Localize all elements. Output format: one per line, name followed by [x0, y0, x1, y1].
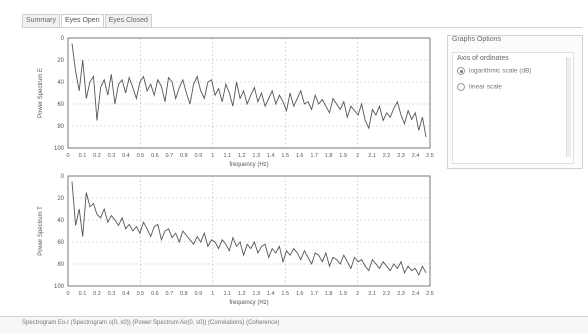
x-tick-label: 2.4 — [412, 153, 420, 159]
x-tick-label: 2.5 — [426, 291, 434, 297]
x-tick-label: 2.1 — [368, 153, 376, 159]
x-tick-label: 1.2 — [238, 153, 246, 159]
x-tick-label: 1.4 — [267, 153, 275, 159]
x-tick-label: 0.9 — [194, 291, 202, 297]
axis-ordinates-group: Axis of ordinates logarithmic scale (dB)… — [452, 52, 574, 164]
x-tick-label: 0.7 — [166, 153, 174, 159]
options-scrollbar[interactable] — [566, 57, 571, 157]
x-tick-label: 0.4 — [122, 153, 130, 159]
y-tick-label: 20 — [57, 196, 64, 202]
linear-scale-label: linear scale — [469, 83, 502, 91]
x-tick-label: 1.8 — [325, 291, 333, 297]
y-tick-label: 60 — [57, 240, 64, 246]
x-tick-label: 0.8 — [180, 291, 188, 297]
tab-divider — [22, 27, 582, 28]
y-tick-label: 20 — [57, 58, 64, 64]
axis-ordinates-label: Axis of ordinates — [457, 55, 509, 62]
x-tick-label: 0.8 — [180, 153, 188, 159]
tab-summary[interactable]: Summary — [22, 14, 60, 28]
x-tick-label: 1.5 — [281, 153, 289, 159]
x-tick-label: 0.1 — [79, 291, 87, 297]
x-tick-label: 1.4 — [267, 291, 275, 297]
power-spectrum-line — [71, 43, 427, 138]
x-axis-label: frequency (Hz) — [229, 162, 268, 168]
y-tick-label: 40 — [57, 218, 64, 224]
x-tick-label: 1.1 — [223, 291, 231, 297]
x-tick-label: 2.2 — [383, 291, 391, 297]
y-tick-label: 80 — [57, 124, 64, 130]
linear-scale-radio[interactable] — [457, 83, 465, 91]
x-tick-label: 1.9 — [339, 153, 347, 159]
y-tick-label: 80 — [57, 262, 64, 268]
x-tick-label: 1.7 — [310, 153, 318, 159]
x-tick-label: 1.8 — [325, 153, 333, 159]
y-tick-label: 0 — [61, 36, 65, 42]
y-axis-label: Power Spectrum T — [38, 206, 44, 256]
log-scale-label: logarithmic scale (dB) — [469, 67, 532, 75]
x-tick-label: 0.3 — [108, 291, 116, 297]
x-tick-label: 0.7 — [166, 291, 174, 297]
log-scale-radio[interactable] — [457, 67, 465, 75]
y-tick-label: 100 — [54, 284, 65, 290]
y-tick-label: 0 — [61, 174, 65, 180]
x-axis-label: frequency (Hz) — [229, 300, 268, 306]
tab-bar: Summary Eyes Open Eyes Closed — [22, 14, 153, 28]
x-tick-label: 2 — [356, 153, 359, 159]
plot-area — [67, 37, 431, 149]
log-scale-option[interactable]: logarithmic scale (dB) — [457, 67, 532, 75]
graph-options-panel: Graphs Options Axis of ordinates logarit… — [447, 35, 583, 169]
x-tick-label: 1.3 — [252, 291, 260, 297]
x-tick-label: 2.4 — [412, 291, 420, 297]
x-tick-label: 1 — [211, 291, 214, 297]
x-tick-label: 2.3 — [397, 291, 405, 297]
x-tick-label: 1.2 — [238, 291, 246, 297]
x-tick-label: 1.1 — [223, 153, 231, 159]
x-tick-label: 2.1 — [368, 291, 376, 297]
x-tick-label: 0.1 — [79, 153, 87, 159]
x-tick-label: 1.6 — [296, 153, 304, 159]
x-tick-label: 2.2 — [383, 153, 391, 159]
y-axis-label: Power Spectrum E — [38, 68, 44, 118]
x-tick-label: 0.4 — [122, 291, 130, 297]
x-tick-label: 0.2 — [93, 153, 101, 159]
x-tick-label: 1.9 — [339, 291, 347, 297]
x-tick-label: 0.3 — [108, 153, 116, 159]
x-tick-label: 0.5 — [137, 291, 145, 297]
x-tick-label: 1.3 — [252, 153, 260, 159]
x-tick-label: 2.3 — [397, 153, 405, 159]
x-tick-label: 0.5 — [137, 153, 145, 159]
x-tick-label: 0 — [66, 153, 69, 159]
x-tick-label: 0 — [66, 291, 69, 297]
x-tick-label: 0.2 — [93, 291, 101, 297]
x-tick-label: 0.9 — [194, 153, 202, 159]
x-tick-label: 2 — [356, 291, 359, 297]
linear-scale-option[interactable]: linear scale — [457, 83, 502, 91]
x-tick-label: 1.7 — [310, 291, 318, 297]
status-bar-text: Spectrogram Eo.r (Spectrogram s(0, s0)) … — [22, 320, 280, 326]
y-tick-label: 60 — [57, 102, 64, 108]
status-bar: Spectrogram Eo.r (Spectrogram s(0, s0)) … — [0, 316, 588, 333]
graph-options-title: Graphs Options — [452, 36, 502, 43]
y-tick-label: 100 — [54, 146, 65, 152]
x-tick-label: 1.6 — [296, 291, 304, 297]
power-spectrum-line — [71, 181, 427, 277]
plot-area — [67, 175, 431, 287]
x-tick-label: 0.6 — [151, 153, 159, 159]
x-tick-label: 1 — [211, 153, 214, 159]
x-tick-label: 2.5 — [426, 153, 434, 159]
x-tick-label: 0.6 — [151, 291, 159, 297]
x-tick-label: 1.5 — [281, 291, 289, 297]
y-tick-label: 40 — [57, 80, 64, 86]
tab-eyes-closed[interactable]: Eyes Closed — [104, 14, 152, 28]
tab-eyes-open[interactable]: Eyes Open — [60, 14, 104, 28]
